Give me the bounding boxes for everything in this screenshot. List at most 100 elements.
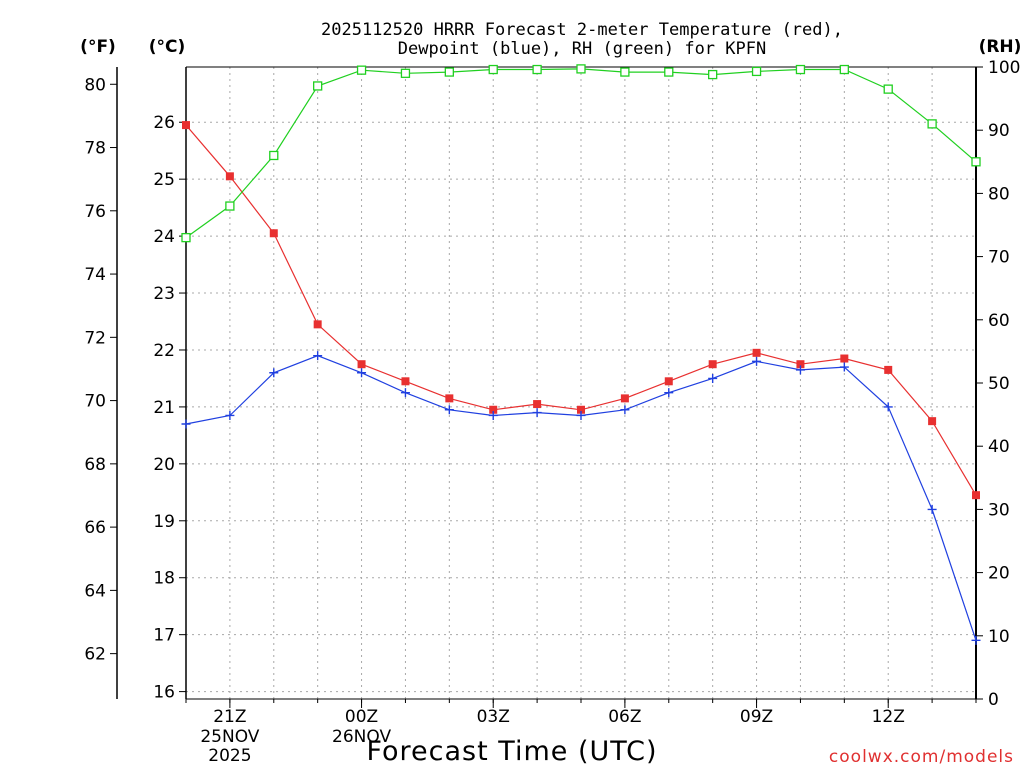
temperature-point — [928, 417, 937, 426]
x-tick-date-label: 25NOV — [200, 727, 259, 747]
fahrenheit-tick-label: 66 — [84, 518, 106, 538]
dewpoint-point — [576, 410, 586, 420]
rh-point — [664, 67, 674, 77]
fahrenheit-tick-label: 76 — [84, 202, 106, 222]
fahrenheit-tick-label: 68 — [84, 455, 106, 475]
temperature-point — [489, 405, 498, 414]
rh-point — [708, 69, 718, 80]
temperature-point — [664, 377, 673, 386]
rh-tick-label: 0 — [988, 690, 999, 710]
rh-tick-label: 20 — [988, 564, 1010, 584]
celsius-tick-label: 17 — [153, 626, 175, 646]
celsius-tick-label: 18 — [153, 569, 175, 589]
rh-tick-label: 50 — [988, 374, 1010, 394]
rh-point — [488, 64, 498, 75]
dewpoint-point — [313, 351, 323, 361]
x-tick-date-label: 26NOV — [332, 727, 391, 747]
rh-point — [269, 150, 279, 161]
x-tick-label: 09Z — [740, 707, 773, 727]
rh-tick-label: 90 — [988, 121, 1010, 141]
chart-title-line1: 2025112520 HRRR Forecast 2-meter Tempera… — [321, 20, 843, 40]
fahrenheit-axis-label: (°F) — [80, 37, 116, 57]
celsius-tick-label: 20 — [153, 455, 175, 475]
axes: 16 17 18 19 20 21 22 23 24 25 26 62 64 66 68 70 72 74 76 78… — [84, 58, 1020, 766]
dewpoint-point — [269, 368, 279, 378]
x-tick-label: 21Z — [213, 707, 246, 727]
temperature-point — [533, 400, 542, 409]
rh-point — [751, 66, 762, 77]
x-tick-year-label: 2025 — [208, 746, 251, 766]
temperature-point — [225, 172, 234, 181]
rh-tick-label: 80 — [988, 184, 1010, 204]
fahrenheit-tick-label: 64 — [84, 581, 106, 601]
series-layer — [181, 64, 981, 645]
celsius-tick-label: 23 — [153, 284, 175, 304]
temperature-point — [357, 360, 366, 369]
rh-tick-label: 10 — [988, 627, 1010, 647]
celsius-tick-label: 25 — [153, 170, 175, 190]
rh-point — [532, 64, 542, 75]
rh-point — [400, 68, 411, 78]
rh-point — [883, 84, 893, 94]
temperature-point — [401, 377, 410, 386]
dewpoint-point — [444, 405, 454, 415]
dewpoint-point — [752, 356, 762, 366]
dewpoint-point — [927, 504, 937, 514]
celsius-tick-label: 19 — [153, 512, 175, 532]
temperature-point — [796, 360, 805, 369]
dewpoint-point — [181, 419, 191, 429]
temperature-point — [708, 360, 717, 369]
dewpoint-point — [488, 410, 498, 420]
celsius-tick-label: 16 — [153, 683, 175, 703]
rh-point — [795, 64, 806, 75]
fahrenheit-tick-label: 72 — [84, 328, 106, 348]
dewpoint-point — [795, 365, 805, 375]
celsius-tick-label: 21 — [153, 398, 175, 418]
temperature-point — [577, 405, 585, 414]
fahrenheit-tick-label: 70 — [84, 392, 106, 412]
dewpoint-point — [620, 405, 630, 415]
temperature-point — [313, 320, 322, 329]
rh-tick-label: 100 — [988, 58, 1020, 78]
temperature-point — [182, 121, 190, 130]
x-tick-label: 12Z — [872, 707, 905, 727]
dewpoint-point — [357, 368, 367, 378]
rh-point — [181, 232, 191, 243]
dewpoint-point — [664, 388, 674, 398]
celsius-tick-label: 26 — [153, 113, 175, 133]
temperature-point — [752, 348, 761, 357]
rh-point — [225, 201, 235, 211]
temperature-point — [445, 394, 454, 403]
rh-tick-label: 70 — [988, 248, 1010, 268]
celsius-tick-label: 24 — [153, 227, 175, 247]
credit-text: coolwx.com/models — [829, 747, 1014, 767]
temperature-point — [620, 394, 629, 403]
chart-title-line2: Dewpoint (blue), RH (green) for KPFN — [398, 39, 766, 59]
fahrenheit-tick-label: 80 — [84, 75, 106, 95]
fahrenheit-tick-label: 78 — [84, 139, 106, 159]
x-tick-label: 03Z — [477, 707, 510, 727]
rh-point — [313, 81, 323, 91]
rh-point — [444, 67, 454, 77]
temperature-point — [840, 354, 849, 363]
rh-tick-label: 60 — [988, 311, 1010, 331]
x-axis-title: Forecast Time (UTC) — [366, 736, 657, 767]
dewpoint-point — [883, 402, 893, 412]
dewpoint-point — [708, 373, 718, 383]
celsius-axis-label: (°C) — [149, 37, 186, 57]
rh-point — [927, 119, 937, 129]
dewpoint-point — [839, 362, 849, 372]
dewpoint-point — [400, 388, 410, 398]
dewpoint-point — [532, 408, 542, 418]
rh-point — [620, 67, 630, 77]
fahrenheit-tick-label: 74 — [84, 265, 106, 285]
rh-point — [356, 65, 367, 75]
rh-axis-label: (RH) — [979, 37, 1022, 57]
dewpoint-point — [971, 635, 981, 645]
dewpoint-point — [225, 410, 235, 420]
rh-point — [971, 157, 981, 167]
fahrenheit-tick-label: 62 — [84, 645, 106, 665]
rh-tick-label: 30 — [988, 500, 1010, 520]
temperature-point — [972, 491, 980, 500]
